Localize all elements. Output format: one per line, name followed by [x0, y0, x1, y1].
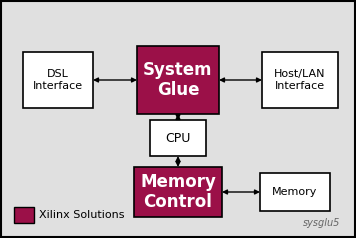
Bar	[137, 46, 219, 114]
Bar	[14, 207, 34, 223]
Text: Memory
Control: Memory Control	[140, 173, 216, 211]
Text: System
Glue: System Glue	[143, 61, 213, 99]
Text: sysglu5: sysglu5	[303, 218, 340, 228]
Bar	[260, 173, 330, 211]
Bar	[150, 120, 206, 156]
Text: Xilinx Solutions: Xilinx Solutions	[39, 210, 125, 220]
Text: Host/LAN
Interface: Host/LAN Interface	[274, 69, 326, 91]
Text: Memory: Memory	[272, 187, 318, 197]
Bar	[262, 52, 338, 108]
Text: DSL
Interface: DSL Interface	[33, 69, 83, 91]
Text: CPU: CPU	[165, 132, 191, 144]
Bar	[134, 167, 222, 217]
Bar	[23, 52, 93, 108]
